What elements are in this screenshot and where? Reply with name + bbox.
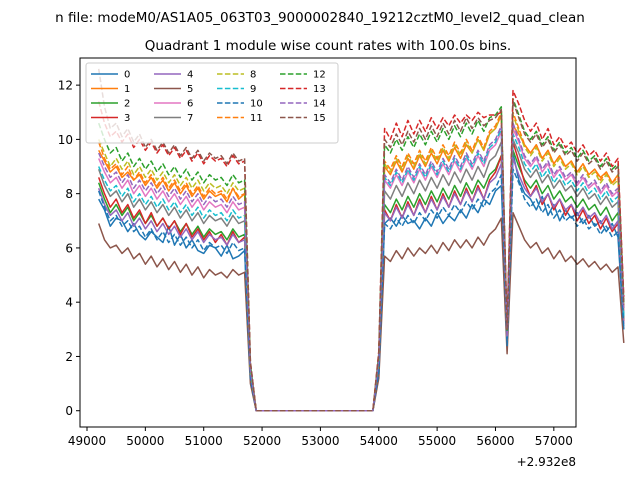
legend-label-10: 10: [250, 99, 263, 110]
y-tick-label-5: 10: [58, 133, 73, 147]
x-tick-label-7: 56000: [476, 434, 514, 448]
figure-suptitle: n file: modeM0/AS1A05_063T03_9000002840_…: [55, 10, 585, 26]
x-axis-offset-label: +2.932e8: [517, 455, 576, 469]
legend-label-8: 8: [250, 70, 256, 81]
y-tick-label-1: 2: [65, 350, 73, 364]
legend-label-13: 13: [313, 84, 326, 95]
y-tick-label-3: 6: [65, 241, 73, 255]
plot-lines: [97, 68, 625, 412]
y-tick-label-2: 4: [65, 296, 73, 310]
x-tick-label-4: 53000: [301, 434, 339, 448]
x-tick-label-1: 50000: [126, 434, 164, 448]
legend-label-3: 3: [124, 113, 130, 124]
legend-label-1: 1: [124, 84, 130, 95]
x-tick-label-6: 55000: [418, 434, 456, 448]
legend-label-15: 15: [313, 113, 326, 124]
x-tick-label-3: 52000: [243, 434, 281, 448]
legend-label-14: 14: [313, 99, 326, 110]
y-axis-ticks: 0 2 4 6 8 10 12: [58, 79, 80, 418]
x-tick-label-2: 51000: [185, 434, 223, 448]
y-tick-label-4: 8: [65, 187, 73, 201]
legend-label-5: 5: [187, 84, 193, 95]
legend-label-2: 2: [124, 99, 130, 110]
y-tick-label-6: 12: [58, 79, 73, 93]
y-tick-label-0: 0: [65, 404, 73, 418]
chart-title: Quadrant 1 module wise count rates with …: [145, 38, 511, 54]
legend-box: [85, 62, 339, 144]
legend-label-0: 0: [124, 70, 130, 81]
legend-label-9: 9: [250, 84, 256, 95]
legend-label-12: 12: [313, 70, 326, 81]
series-line-15: [97, 68, 625, 412]
x-tick-label-5: 54000: [360, 434, 398, 448]
x-tick-label-8: 57000: [535, 434, 573, 448]
legend-label-4: 4: [187, 70, 193, 81]
legend-label-11: 11: [250, 113, 263, 124]
x-axis-ticks: 49000 50000 51000 52000 53000 54000 55000 56000…: [68, 427, 573, 448]
x-tick-label-0: 49000: [68, 434, 106, 448]
plot-frame: [79, 57, 577, 428]
legend-label-7: 7: [187, 113, 193, 124]
series-line-10: [97, 168, 625, 412]
legend-label-6: 6: [187, 99, 193, 110]
